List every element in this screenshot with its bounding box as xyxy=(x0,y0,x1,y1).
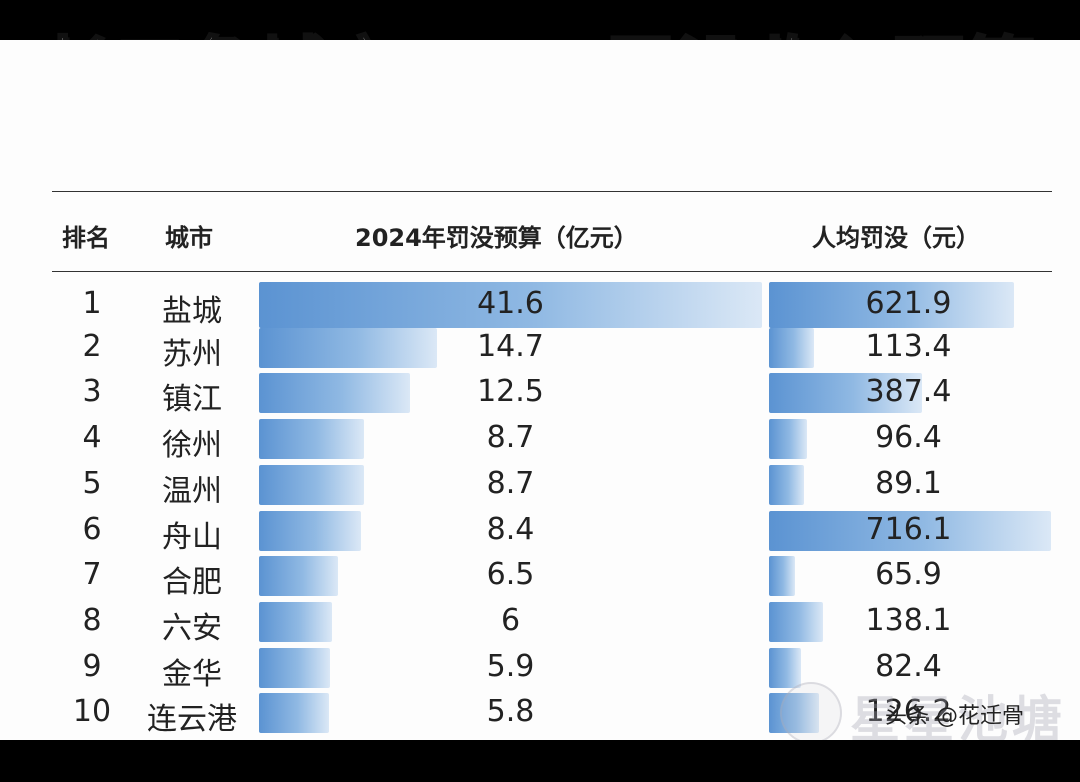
city-cell: 舟山 xyxy=(162,519,222,555)
per-capita-bar xyxy=(769,556,795,597)
budget-bar xyxy=(259,510,361,551)
budget-value: 8.7 xyxy=(486,420,535,456)
budget-value: 5.8 xyxy=(486,694,535,730)
header-rank: 排名 xyxy=(62,224,110,252)
city-cell: 金华 xyxy=(162,656,222,692)
per-capita-value: 82.4 xyxy=(875,648,942,684)
budget-value: 41.6 xyxy=(477,286,544,321)
rank-cell: 8 xyxy=(82,602,102,638)
city-cell: 连云港 xyxy=(147,702,237,738)
budget-value: 5.9 xyxy=(486,648,535,684)
per-capita-bar xyxy=(769,373,922,414)
city-cell: 合肥 xyxy=(162,565,222,601)
city-cell: 徐州 xyxy=(162,428,222,464)
budget-value: 8.4 xyxy=(486,511,535,547)
city-cell: 镇江 xyxy=(162,382,222,418)
per-capita-value: 65.9 xyxy=(875,557,942,593)
budget-bar xyxy=(259,464,365,505)
budget-bar xyxy=(259,373,411,414)
per-capita-bar xyxy=(769,693,819,734)
per-capita-bar xyxy=(769,510,1051,551)
rank-cell: 2 xyxy=(82,328,102,364)
per-capita-bar xyxy=(769,419,807,460)
budget-value: 12.5 xyxy=(477,374,544,410)
rank-cell: 6 xyxy=(82,511,102,547)
per-capita-value: 113.4 xyxy=(865,328,952,364)
rank-cell: 5 xyxy=(82,465,102,501)
per-capita-value: 89.1 xyxy=(875,465,942,501)
rank-cell: 1 xyxy=(82,286,102,321)
per-capita-bar xyxy=(769,647,802,688)
budget-bar xyxy=(259,601,332,642)
city-cell: 温州 xyxy=(162,473,222,509)
table-top-rule xyxy=(52,191,1052,192)
header-city: 城市 xyxy=(165,224,213,252)
per-capita-value: 138.1 xyxy=(865,602,952,638)
rank-cell: 4 xyxy=(82,420,102,456)
per-capita-bar xyxy=(769,601,824,642)
header-budget: 2024年罚没预算（亿元） xyxy=(355,224,638,252)
per-capita-value: 96.4 xyxy=(875,420,942,456)
city-cell: 六安 xyxy=(162,610,222,646)
rank-cell: 7 xyxy=(82,557,102,593)
budget-value: 8.7 xyxy=(486,465,535,501)
city-cell: 苏州 xyxy=(162,336,222,372)
rank-cell: 3 xyxy=(82,374,102,410)
table-panel: 排名 城市 2024年罚没预算（亿元） 人均罚没（元） 1 盐城 41.6 621.9… xyxy=(0,40,1080,740)
per-capita-bar xyxy=(769,464,805,505)
per-capita-value: 716.1 xyxy=(865,511,952,547)
budget-bar xyxy=(259,693,330,734)
rank-cell: 9 xyxy=(82,648,102,684)
budget-bar xyxy=(259,647,331,688)
per-capita-value: 387.4 xyxy=(865,374,952,410)
budget-bar xyxy=(259,419,365,460)
table-header-rule xyxy=(52,271,1052,272)
per-capita-value: 621.9 xyxy=(865,286,952,321)
budget-value: 14.7 xyxy=(477,328,544,364)
per-capita-bar xyxy=(769,327,814,368)
per-capita-value: 126.2 xyxy=(865,694,952,730)
budget-value: 6 xyxy=(500,602,521,638)
budget-bar xyxy=(259,556,338,597)
budget-bar xyxy=(259,327,437,368)
per-capita-bar xyxy=(769,282,1014,328)
rank-cell: 10 xyxy=(72,694,112,730)
budget-bar xyxy=(259,282,762,328)
header-per-capita: 人均罚没（元） xyxy=(812,224,980,252)
city-cell: 盐城 xyxy=(162,294,222,329)
budget-value: 6.5 xyxy=(486,557,535,593)
